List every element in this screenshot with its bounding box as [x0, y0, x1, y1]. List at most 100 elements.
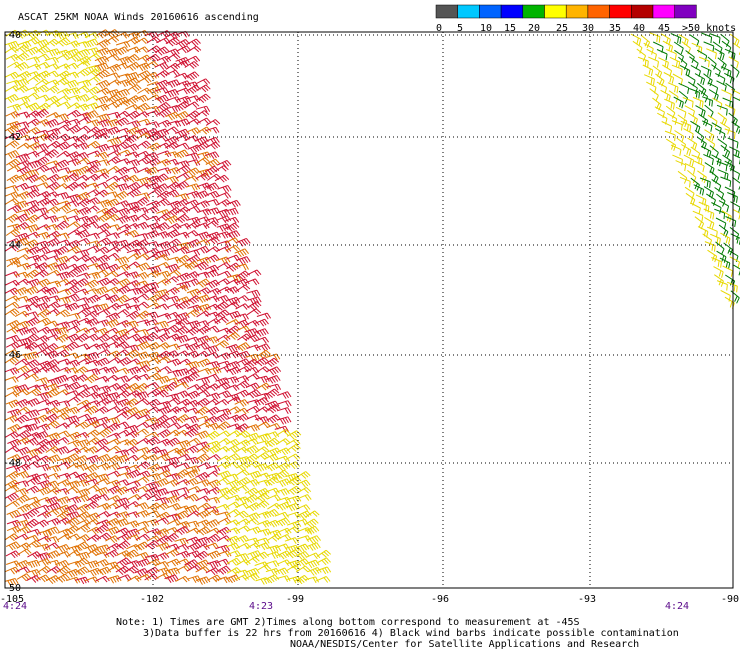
wind-barb	[96, 222, 112, 232]
wind-barb	[76, 399, 92, 408]
legend-swatch	[435, 4, 458, 19]
wind-barb	[187, 575, 202, 583]
wind-barb	[105, 278, 121, 286]
wind-barb	[165, 37, 180, 47]
wind-barb	[164, 415, 180, 424]
wind-barb	[146, 446, 162, 455]
wind-barb	[147, 372, 162, 381]
wind-barb	[136, 192, 151, 200]
wind-barb	[107, 137, 122, 146]
wind-barb	[215, 558, 230, 566]
wind-barb	[75, 534, 91, 542]
wind-barb	[85, 391, 101, 400]
wind-barb	[26, 160, 42, 169]
wind-barb	[266, 472, 281, 481]
wind-barb	[174, 72, 189, 80]
wind-barb	[97, 532, 112, 541]
wind-barb	[684, 162, 696, 175]
wind-barb	[146, 142, 162, 152]
longitude-label: -102	[140, 594, 164, 605]
wind-barb	[716, 280, 728, 291]
wind-barb	[697, 226, 709, 238]
wind-barb	[126, 61, 141, 71]
wind-barb	[55, 309, 71, 318]
wind-barb	[685, 73, 696, 87]
wind-barb	[225, 438, 241, 447]
wind-barb	[4, 492, 20, 502]
wind-barb	[694, 73, 706, 86]
wind-barb	[35, 78, 50, 86]
wind-barb	[176, 505, 191, 513]
legend-swatch	[500, 4, 524, 19]
wind-barb	[54, 159, 70, 169]
wind-barb	[145, 215, 161, 223]
wind-barb	[114, 486, 130, 496]
wind-barb	[185, 249, 201, 257]
wind-barb	[137, 54, 152, 63]
wind-barb	[135, 196, 150, 207]
wind-barb	[285, 526, 300, 533]
wind-barb	[701, 32, 713, 44]
wind-barb	[216, 199, 232, 207]
wind-barb	[36, 463, 51, 472]
wind-barb	[105, 198, 120, 208]
wind-barb	[687, 170, 697, 184]
wind-barb	[86, 68, 101, 77]
wind-barb	[185, 152, 200, 161]
wind-barb	[164, 532, 180, 543]
wind-barb	[15, 494, 30, 504]
wind-barb	[720, 33, 730, 47]
wind-barb	[56, 70, 71, 80]
wind-barb	[304, 518, 319, 528]
wind-barb	[105, 72, 121, 80]
wind-barb	[105, 535, 120, 544]
wind-barb	[106, 302, 122, 311]
wind-barb	[664, 130, 676, 142]
wind-barb	[115, 308, 130, 316]
wind-barb	[205, 496, 221, 504]
wind-barb	[717, 169, 729, 180]
latitude-labels: -40-42-44-46-48-50	[3, 30, 21, 594]
wind-barb	[126, 261, 141, 269]
wind-barb	[277, 400, 292, 407]
legend-label: >50 knots	[682, 23, 736, 34]
wind-barb	[244, 487, 260, 497]
wind-barb	[85, 47, 100, 55]
wind-barb	[116, 557, 132, 567]
wind-barb	[186, 295, 202, 305]
wind-barb	[226, 310, 242, 320]
wind-barb	[115, 207, 131, 217]
wind-barb	[703, 186, 714, 199]
wind-barb	[156, 55, 172, 64]
wind-barb	[245, 572, 260, 581]
wind-barb	[234, 295, 250, 302]
wind-barb	[217, 270, 232, 278]
wind-barb	[64, 172, 80, 181]
wind-barb	[703, 208, 715, 220]
wind-barb	[215, 503, 230, 511]
wind-barb	[217, 470, 232, 480]
wind-barb	[115, 449, 130, 457]
wind-barb	[184, 493, 199, 502]
wind-barb	[56, 457, 71, 465]
wind-barb	[105, 319, 120, 328]
wind-barb	[15, 127, 31, 137]
wind-barb	[134, 502, 150, 510]
wind-barb	[186, 127, 201, 136]
wind-barb	[266, 494, 281, 502]
wind-barb	[56, 461, 71, 469]
wind-barb	[56, 101, 72, 109]
wind-barb	[24, 185, 40, 193]
wind-barb	[256, 312, 272, 320]
wind-barb	[264, 476, 280, 486]
wind-barb	[84, 463, 100, 473]
wind-barb	[155, 333, 171, 343]
wind-barb	[216, 421, 231, 431]
wind-barb	[6, 320, 21, 330]
wind-barb	[95, 494, 110, 501]
wind-barb	[46, 181, 61, 191]
wind-barb	[175, 469, 190, 479]
wind-barb	[45, 496, 60, 506]
longitude-label: -99	[286, 594, 304, 605]
wind-barb	[75, 551, 91, 560]
